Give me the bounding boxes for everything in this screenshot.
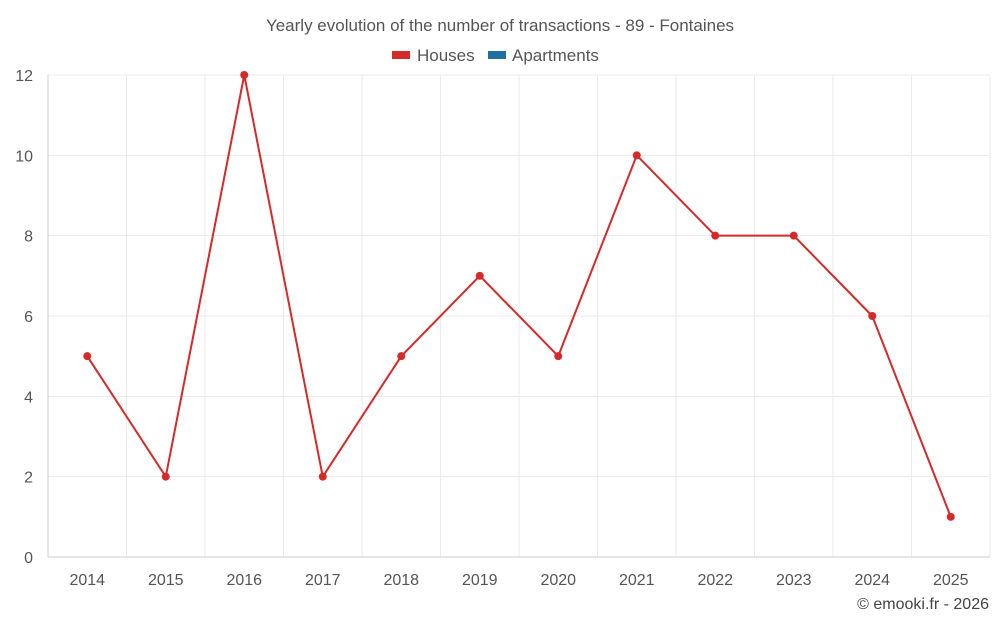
- x-tick-label: 2018: [383, 572, 419, 589]
- credit-text: © emooki.fr - 2026: [857, 596, 989, 613]
- x-tick-label: 2024: [854, 572, 890, 589]
- data-point-houses-2021[interactable]: [632, 151, 641, 160]
- y-tick-label: 8: [24, 229, 33, 246]
- x-tick-label: 2020: [540, 572, 576, 589]
- legend-label-apartments: Apartments: [512, 46, 599, 65]
- series-points: [83, 71, 955, 521]
- chart-title: Yearly evolution of the number of transa…: [266, 16, 734, 35]
- x-tick-label: 2019: [462, 572, 498, 589]
- y-tick-label: 10: [15, 148, 33, 165]
- data-point-houses-2017[interactable]: [318, 472, 327, 481]
- x-tick-label: 2025: [933, 572, 969, 589]
- data-point-houses-2025[interactable]: [946, 512, 955, 521]
- data-point-houses-2024[interactable]: [868, 312, 877, 320]
- legend-item-apartments[interactable]: Apartments: [488, 46, 599, 65]
- x-tick-label: 2016: [226, 572, 262, 589]
- x-tick-label: 2022: [697, 572, 733, 589]
- x-tick-label: 2017: [305, 572, 341, 589]
- x-axis: 2014 2015 2016 2017 2018 2019 2020 2021 2022 2023…: [69, 572, 968, 589]
- legend-swatch-apartments: [488, 51, 506, 59]
- data-point-houses-2020[interactable]: [554, 352, 563, 361]
- data-point-houses-2015[interactable]: [161, 472, 170, 481]
- legend-item-houses[interactable]: Houses: [392, 46, 475, 65]
- y-tick-label: 0: [24, 550, 33, 567]
- x-tick-label: 2021: [619, 572, 655, 589]
- data-point-houses-2014[interactable]: [83, 352, 92, 361]
- y-tick-label: 6: [24, 309, 33, 326]
- legend-swatch-houses: [392, 51, 410, 59]
- series-line-houses: [86, 74, 952, 518]
- y-tick-label: 2: [24, 470, 33, 487]
- series-lines: [86, 74, 952, 518]
- legend-label-houses: Houses: [417, 46, 475, 65]
- data-point-houses-2018[interactable]: [397, 352, 406, 361]
- y-axis: 0 2 4 6 8 10 12: [15, 68, 33, 567]
- data-point-houses-2019[interactable]: [475, 271, 484, 280]
- y-tick-label: 4: [24, 389, 33, 406]
- x-tick-label: 2023: [776, 572, 812, 589]
- data-point-houses-2022[interactable]: [711, 231, 720, 240]
- legend: Houses Apartments: [392, 46, 599, 65]
- x-tick-label: 2015: [148, 572, 184, 589]
- data-point-houses-2023[interactable]: [789, 231, 798, 240]
- y-tick-label: 12: [15, 68, 33, 85]
- data-point-houses-2016[interactable]: [240, 71, 249, 79]
- x-tick-label: 2014: [69, 572, 105, 589]
